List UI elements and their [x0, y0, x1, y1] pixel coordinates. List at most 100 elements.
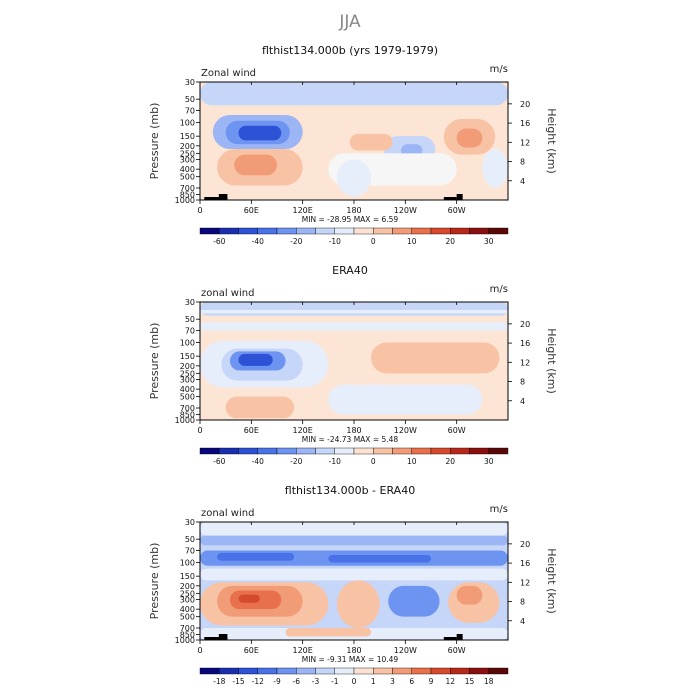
colorbar-label: -15	[232, 677, 244, 686]
colorbar-swatch	[315, 227, 335, 235]
colorbar-swatch	[219, 667, 239, 675]
contour-field	[200, 302, 508, 420]
contour-region	[349, 133, 393, 151]
y-tick-label: 30	[185, 298, 195, 307]
x-tick-label: 180	[346, 206, 361, 215]
y-tick-label: 850	[180, 631, 195, 640]
colorbar-label: 30	[484, 237, 494, 246]
colorbar-swatch	[257, 447, 278, 455]
field-label: zonal wind	[201, 508, 254, 519]
y-axis-label: Pressure (mb)	[148, 103, 161, 180]
y-axis-label: Pressure (mb)	[148, 323, 161, 400]
x-tick-label: 120E	[293, 206, 313, 215]
colorbar-label: 0	[371, 237, 376, 246]
y-tick-label: 100	[180, 339, 195, 348]
contour-region	[328, 555, 431, 563]
colorbar-swatch	[257, 227, 278, 235]
y-tick-label: 700	[180, 404, 195, 413]
colorbar-swatch	[238, 227, 258, 235]
y-tick-label: 70	[185, 107, 195, 116]
contour-region	[200, 522, 508, 536]
colorbar-swatch	[296, 227, 316, 235]
contour-region	[200, 82, 508, 106]
min-max-stats: MIN = -28.95 MAX = 6.59	[302, 215, 399, 224]
x-tick-label: 60E	[244, 646, 259, 655]
colorbar-label: 18	[484, 677, 494, 686]
colorbar-swatch	[392, 447, 412, 455]
contour-region	[200, 535, 508, 546]
colorbar-swatch	[353, 667, 374, 675]
contour-region	[456, 128, 483, 148]
y-tick-label: 850	[180, 191, 195, 200]
colorbar-swatch	[238, 667, 258, 675]
colorbar-label: -60	[213, 457, 225, 466]
y2-tick-label: 4	[520, 397, 525, 406]
colorbar-swatch	[353, 447, 374, 455]
colorbar-swatch	[334, 447, 355, 455]
colorbar-label: -10	[329, 237, 341, 246]
colorbar-swatch	[411, 227, 432, 235]
colorbar-swatch	[219, 227, 239, 235]
y-tick-label: 400	[180, 385, 195, 394]
colorbar-label: 20	[445, 237, 455, 246]
chart-title: ERA40	[332, 264, 368, 277]
contour-region	[336, 159, 372, 197]
colorbar-label: 0	[371, 457, 376, 466]
colorbar-swatch	[276, 227, 297, 235]
y-tick-label: 50	[185, 95, 195, 104]
colorbar-label: 20	[445, 457, 455, 466]
x-tick-label: 60E	[244, 426, 259, 435]
y-tick-label: 250	[180, 149, 195, 158]
topography-mask	[204, 197, 228, 200]
colorbar-swatch	[450, 227, 470, 235]
contour-region	[456, 585, 483, 605]
y-tick-label: 1000	[175, 636, 195, 645]
x-tick-label: 180	[346, 646, 361, 655]
units-label: m/s	[490, 504, 508, 515]
colorbar-swatch	[296, 447, 316, 455]
x-tick-label: 180	[346, 426, 361, 435]
colorbar-swatch	[334, 667, 355, 675]
colorbar-label: -10	[329, 457, 341, 466]
y2-tick-label: 20	[520, 540, 530, 549]
colorbar-label: 6	[409, 677, 414, 686]
field-label: Zonal wind	[201, 68, 256, 79]
x-tick-label: 60E	[244, 206, 259, 215]
units-label: m/s	[490, 64, 508, 75]
colorbar-label: -12	[252, 677, 264, 686]
colorbar-swatch	[199, 447, 220, 455]
y2-tick-label: 16	[520, 119, 530, 128]
y-tick-label: 30	[185, 518, 195, 527]
y-tick-label: 50	[185, 315, 195, 324]
topography-mask	[204, 637, 228, 640]
colorbar-swatch	[488, 667, 509, 675]
y-tick-label: 400	[180, 165, 195, 174]
y-tick-label: 200	[180, 582, 195, 591]
y2-tick-label: 16	[520, 339, 530, 348]
x-tick-label: 60W	[448, 206, 466, 215]
colorbar-label: -40	[252, 237, 264, 246]
chart-title: flthist134.000b (yrs 1979-1979)	[262, 44, 438, 57]
topography-mask	[218, 634, 228, 640]
y-tick-label: 300	[180, 155, 195, 164]
y-tick-label: 400	[180, 605, 195, 614]
contour-region	[285, 627, 372, 637]
colorbar-swatch	[450, 447, 470, 455]
y-tick-label: 150	[180, 132, 195, 141]
contour-region	[482, 149, 508, 188]
y-tick-label: 250	[180, 589, 195, 598]
y-tick-label: 300	[180, 595, 195, 604]
y-tick-label: 500	[180, 173, 195, 182]
contour-region	[234, 154, 277, 176]
y-tick-label: 1000	[175, 196, 195, 205]
y-tick-label: 100	[180, 119, 195, 128]
contour-region	[238, 353, 273, 366]
colorbar-label: -60	[213, 237, 225, 246]
colorbar-label: -9	[273, 677, 281, 686]
x-tick-label: 60W	[448, 426, 466, 435]
y2-tick-label: 12	[520, 358, 530, 367]
colorbar-swatch	[257, 667, 278, 675]
colorbar-label: -40	[252, 457, 264, 466]
colorbar-label: -20	[290, 457, 302, 466]
